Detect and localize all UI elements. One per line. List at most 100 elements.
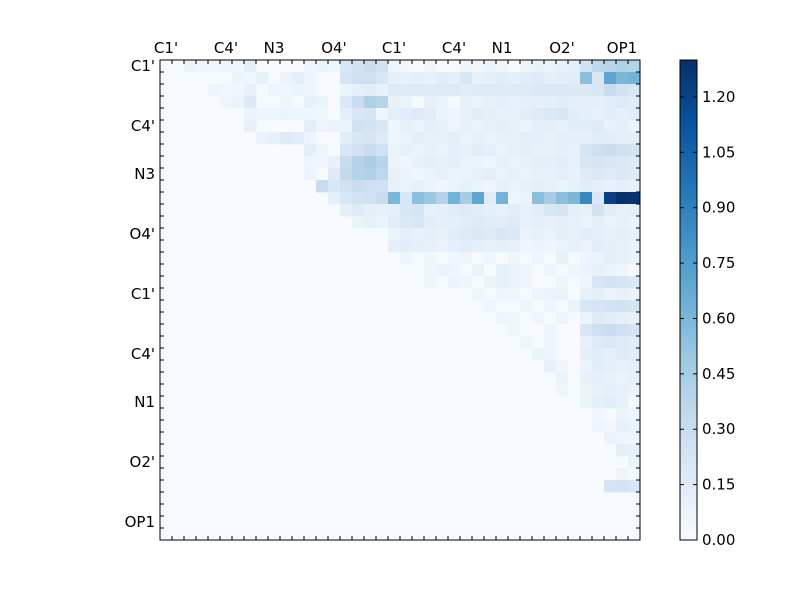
heatmap-cell xyxy=(364,168,377,181)
heatmap-cell xyxy=(508,288,521,301)
heatmap-cell xyxy=(472,108,485,121)
heatmap-cell xyxy=(520,120,533,133)
heatmap-cell xyxy=(544,360,557,373)
heatmap-cell xyxy=(448,144,461,157)
heatmap-cell xyxy=(328,192,341,205)
heatmap-cell xyxy=(580,384,593,397)
heatmap-cell xyxy=(580,84,593,97)
heatmap-cell xyxy=(244,84,257,97)
heatmap-cell xyxy=(328,60,341,73)
heatmap-cell xyxy=(520,60,533,73)
heatmap-cell xyxy=(424,120,437,133)
heatmap-cell xyxy=(436,180,449,193)
heatmap-cell xyxy=(604,384,617,397)
heatmap-cell xyxy=(388,72,401,85)
heatmap-cell xyxy=(412,144,425,157)
heatmap-cell xyxy=(424,240,437,253)
heatmap-cell xyxy=(532,108,545,121)
heatmap-cell xyxy=(376,192,389,205)
heatmap-cell xyxy=(544,192,557,205)
heatmap-cell xyxy=(556,72,569,85)
heatmap-cell xyxy=(448,168,461,181)
heatmap-cell xyxy=(328,180,341,193)
heatmap-cell xyxy=(340,132,353,145)
heatmap-cell xyxy=(364,180,377,193)
colorbar-tick-label: 0.90 xyxy=(702,199,735,217)
heatmap-cell xyxy=(532,240,545,253)
heatmap-cell xyxy=(424,72,437,85)
heatmap-cell xyxy=(592,348,605,361)
heatmap-cell xyxy=(628,372,641,385)
heatmap-cell xyxy=(628,252,641,265)
heatmap-cell xyxy=(604,420,617,433)
heatmap-cell xyxy=(604,84,617,97)
heatmap-cell xyxy=(592,288,605,301)
heatmap-cell xyxy=(352,132,365,145)
heatmap-cell xyxy=(580,96,593,109)
heatmap-cell xyxy=(484,132,497,145)
heatmap-cell xyxy=(460,228,473,241)
colorbar-tick-label: 1.05 xyxy=(702,143,735,161)
heatmap-cell xyxy=(472,264,485,277)
heatmap-cell xyxy=(616,84,629,97)
heatmap-cell xyxy=(496,276,509,289)
heatmap-cell xyxy=(628,288,641,301)
heatmap-cell xyxy=(544,204,557,217)
y-tick-label: O4' xyxy=(130,225,155,243)
heatmap-cell xyxy=(604,120,617,133)
heatmap-cell xyxy=(616,72,629,85)
heatmap-cell xyxy=(424,84,437,97)
heatmap-cell xyxy=(436,192,449,205)
heatmap-cell xyxy=(292,132,305,145)
heatmap-cell xyxy=(496,108,509,121)
heatmap-cell xyxy=(604,288,617,301)
heatmap-cell xyxy=(628,96,641,109)
heatmap-cell xyxy=(556,60,569,73)
x-tick-label: OP1 xyxy=(607,39,637,57)
heatmap-cell xyxy=(436,264,449,277)
y-tick-label: O2' xyxy=(130,453,155,471)
heatmap-cell xyxy=(508,240,521,253)
heatmap-cell xyxy=(304,132,317,145)
heatmap-cell xyxy=(592,120,605,133)
heatmap-cell xyxy=(580,264,593,277)
heatmap-cell xyxy=(628,216,641,229)
heatmap-cell xyxy=(352,144,365,157)
heatmap-cell xyxy=(400,192,413,205)
heatmap-cell xyxy=(484,84,497,97)
colorbar-tick-label: 0.15 xyxy=(702,476,735,494)
heatmap-cell xyxy=(412,240,425,253)
heatmap-cell xyxy=(628,204,641,217)
heatmap-cell xyxy=(340,204,353,217)
heatmap-cell xyxy=(484,180,497,193)
heatmap-cell xyxy=(616,276,629,289)
heatmap-cell xyxy=(604,480,617,493)
heatmap-cell xyxy=(376,168,389,181)
heatmap-cell xyxy=(472,288,485,301)
heatmap-cell xyxy=(520,84,533,97)
heatmap-cell xyxy=(604,156,617,169)
heatmap-cell xyxy=(508,120,521,133)
heatmap-cell xyxy=(628,336,641,349)
heatmap-cell xyxy=(604,336,617,349)
heatmap-cell xyxy=(568,132,581,145)
heatmap-cell xyxy=(628,108,641,121)
heatmap-cell xyxy=(592,180,605,193)
axis-ticks xyxy=(159,59,641,541)
heatmap-cell xyxy=(340,192,353,205)
heatmap-cell xyxy=(580,156,593,169)
heatmap-cell xyxy=(520,96,533,109)
heatmap-cell xyxy=(580,300,593,313)
heatmap-cell xyxy=(472,84,485,97)
heatmap-cell xyxy=(580,348,593,361)
heatmap-cell xyxy=(436,72,449,85)
heatmap-cell xyxy=(580,324,593,337)
heatmap-cell xyxy=(616,480,629,493)
heatmap-cell xyxy=(580,120,593,133)
heatmap-cell xyxy=(424,96,437,109)
heatmap-cell xyxy=(556,252,569,265)
heatmap-cell xyxy=(436,168,449,181)
heatmap-cell xyxy=(424,180,437,193)
heatmap-cell xyxy=(604,432,617,445)
